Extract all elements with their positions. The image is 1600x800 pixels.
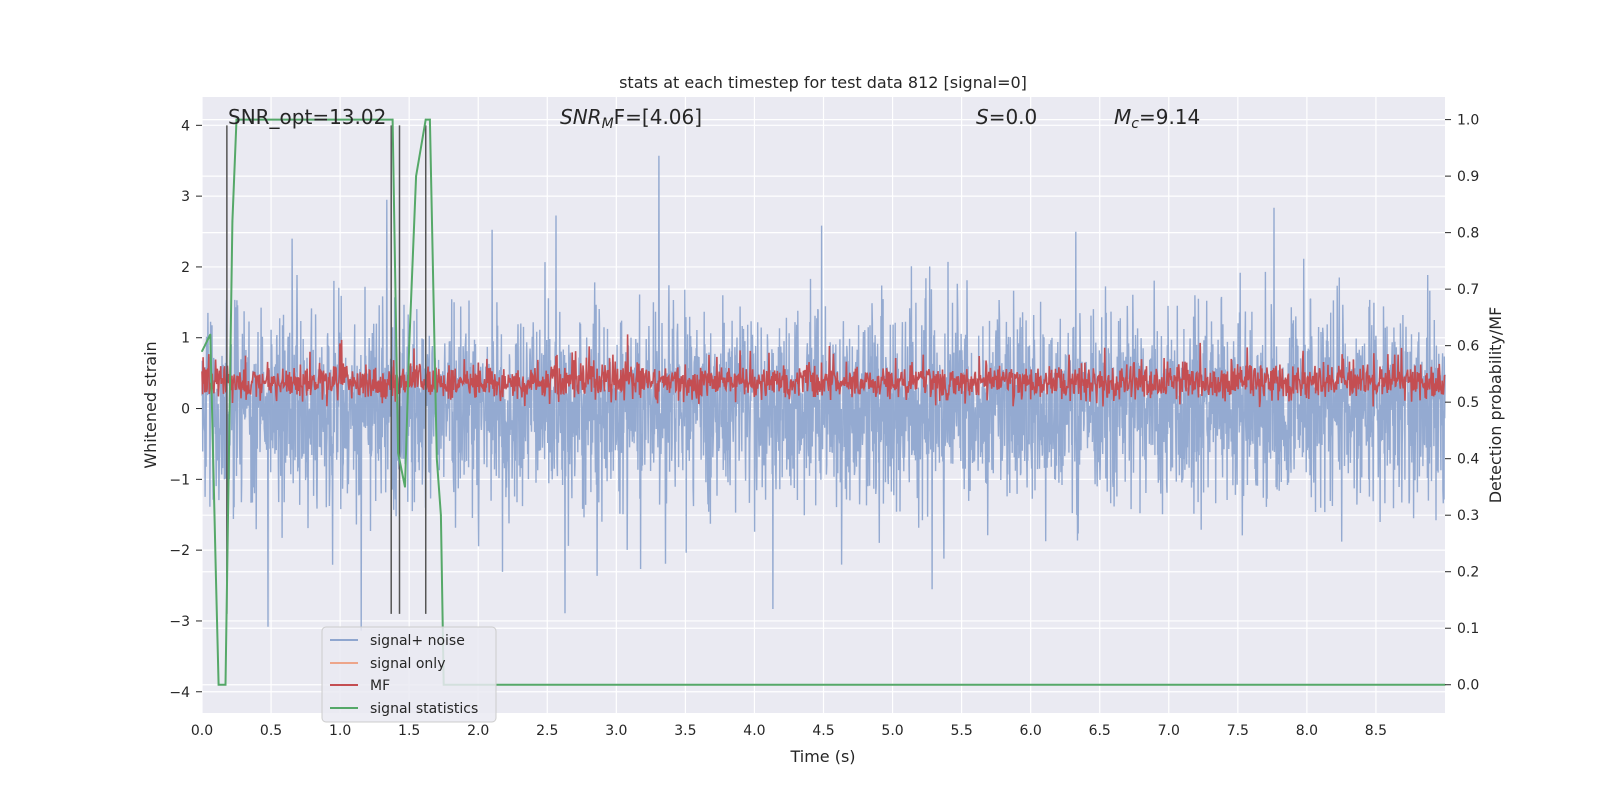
y-right-tick-label: 0.4 — [1457, 452, 1479, 468]
signal-statistics-point — [429, 118, 431, 121]
signal-statistics-point — [217, 683, 220, 686]
vertical-markers — [226, 125, 427, 614]
x-tick-label: 0.5 — [260, 723, 282, 739]
legend-box — [321, 626, 497, 723]
y-right-tick-label: 0.3 — [1457, 508, 1479, 524]
x-tick-label: 4.0 — [743, 723, 765, 739]
annotation-s-value: =0.0 — [989, 105, 1038, 129]
annotation-snr-mf-value: F=[4.06] — [614, 105, 702, 129]
signal-statistics-point — [436, 457, 438, 460]
y-tick-label: 3 — [181, 189, 190, 205]
x-tick-label: 1.0 — [329, 723, 351, 739]
legend-label-signal-only: signal only — [370, 656, 445, 672]
legend: signal+ noise signal only MF signal stat… — [321, 626, 497, 723]
y-right-tick-label: 0.1 — [1457, 621, 1479, 637]
legend-label-signal-statistics: signal statistics — [370, 701, 478, 717]
annotation-s: S=0.0 — [976, 105, 1037, 129]
annotation-mc-value: =9.14 — [1139, 105, 1200, 129]
y-tick-label: 1 — [181, 331, 190, 347]
x-tick-label: 1.5 — [398, 723, 420, 739]
tick-labels: 0.0 0.5 1.0 1.5 2.0 2.5 3.0 3.5 4.0 4.5 5.0 5.5 6.0 6… — [169, 113, 1479, 739]
annotation-mc-subscript: c — [1131, 116, 1139, 132]
y-right-tick-label: 0.0 — [1457, 678, 1479, 694]
signal-statistics-point — [408, 344, 411, 347]
x-tick-label: 7.5 — [1227, 723, 1249, 739]
y-axis-right-label: Detection probability/MF — [1486, 307, 1505, 504]
y-axis-label: Whitened strain — [141, 341, 160, 468]
signal-statistics-point — [440, 514, 442, 516]
x-tick-label: 4.5 — [812, 723, 834, 739]
annotation-mc-symbol: M — [1114, 105, 1131, 129]
signal-statistics-line — [201, 118, 1445, 686]
x-tick-label: 6.5 — [1089, 723, 1111, 739]
chart-title: stats at each timestep for test data 812… — [619, 73, 1027, 92]
y-tick-label: −1 — [169, 472, 190, 488]
x-tick-label: 6.0 — [1020, 723, 1042, 739]
annotation-snr-opt: SNR_opt=13.02 — [228, 105, 386, 129]
x-tick-label: 0.0 — [191, 723, 213, 739]
y-right-tick-label: 0.9 — [1457, 169, 1479, 185]
y-tick-label: 0 — [181, 402, 190, 418]
x-tick-label: 3.5 — [674, 723, 696, 739]
signal-statistics-point — [391, 118, 394, 121]
signal-statistics-point — [415, 175, 417, 177]
y-right-tick-label: 0.6 — [1457, 339, 1479, 355]
signal-statistics-point — [201, 350, 203, 353]
signal-statistics-point — [404, 486, 406, 488]
x-tick-label: 2.0 — [467, 723, 489, 739]
signal-statistics-point — [215, 570, 217, 573]
y-right-tick-label: 0.2 — [1457, 565, 1479, 581]
x-tick-label: 8.0 — [1296, 723, 1318, 739]
annotation-snr-mf-symbol: SNR — [560, 105, 602, 129]
mf-line — [201, 334, 1446, 408]
y-tick-label: 2 — [181, 260, 190, 276]
y-tick-label: −4 — [169, 685, 190, 701]
signal-statistics-point — [424, 118, 427, 121]
signal-statistics-point — [235, 118, 238, 121]
x-tick-label: 5.0 — [881, 723, 903, 739]
y-right-tick-label: 0.7 — [1457, 282, 1479, 298]
y-right-tick-label: 0.8 — [1457, 226, 1479, 242]
x-tick-label: 7.0 — [1158, 723, 1180, 739]
annotation-mc: Mc=9.14 — [1114, 105, 1200, 132]
legend-label-signal-noise: signal+ noise — [370, 633, 465, 649]
annotations: SNR_opt=13.02 SNRMF=[4.06] S=0.0 Mc=9.14 — [228, 105, 1200, 132]
series-signal-statistics — [201, 118, 1446, 686]
signal-statistics-point — [231, 220, 234, 223]
y-tick-label: −2 — [169, 543, 190, 559]
y-tick-label: −3 — [169, 614, 190, 630]
y-tick-label: 4 — [181, 118, 190, 134]
x-axis-label: Time (s) — [789, 747, 855, 766]
annotation-snr-mf-subscript: M — [602, 116, 614, 132]
series-mf — [201, 334, 1446, 408]
y-right-tick-label: 1.0 — [1457, 113, 1479, 129]
signal-statistics-point — [224, 683, 227, 686]
signal-statistics-point — [209, 333, 212, 336]
signal-statistics-point — [397, 452, 399, 454]
annotation-s-symbol: S — [976, 105, 989, 129]
y-right-tick-label: 0.5 — [1457, 395, 1479, 411]
x-tick-label: 2.5 — [536, 723, 558, 739]
annotation-snr-mf: SNRMF=[4.06] — [560, 105, 702, 132]
x-tick-label: 5.5 — [950, 723, 972, 739]
legend-label-mf: MF — [370, 678, 390, 694]
x-tick-label: 3.0 — [605, 723, 627, 739]
x-tick-label: 8.5 — [1365, 723, 1387, 739]
